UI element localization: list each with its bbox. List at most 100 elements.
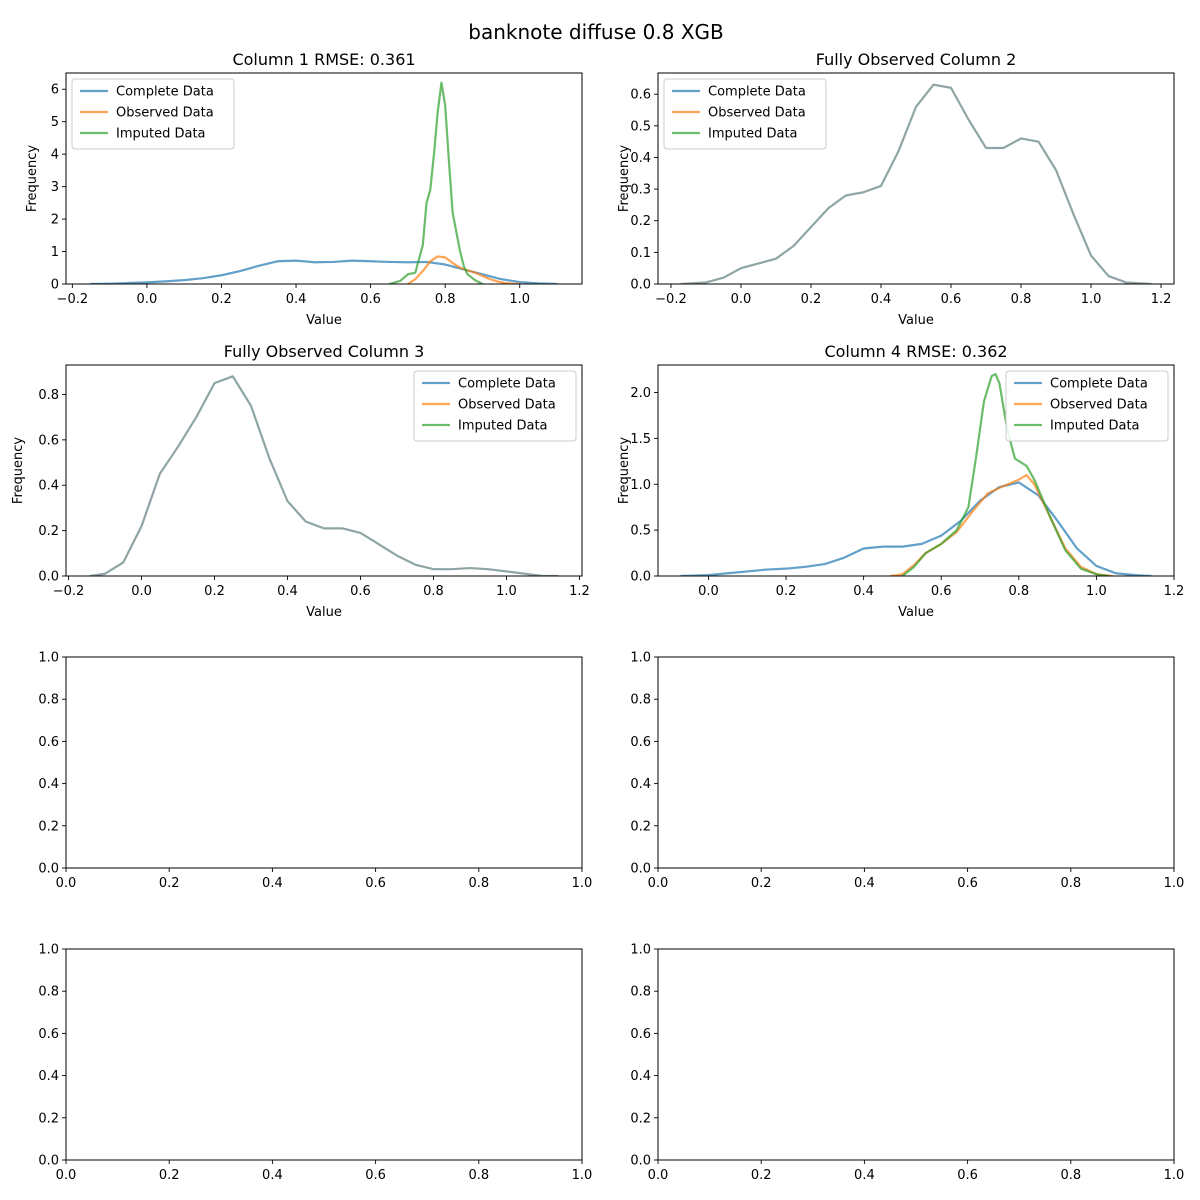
x-tick-label: 0.2 <box>751 876 772 891</box>
y-tick-label: 3 <box>51 180 59 195</box>
y-tick-label: 0.2 <box>38 524 59 539</box>
legend-entry: Complete Data <box>1050 377 1148 392</box>
x-tick-label: 0.8 <box>1060 1168 1081 1183</box>
x-tick-label: 0.6 <box>350 584 371 599</box>
y-tick-label: 0.4 <box>630 151 651 166</box>
y-tick-label: 0.8 <box>38 985 59 1000</box>
y-tick-label: 2 <box>51 213 59 228</box>
legend-box <box>1005 370 1169 442</box>
legend-box <box>663 78 827 150</box>
y-tick-label: 0 <box>51 278 59 293</box>
legend-entry: Complete Data <box>116 85 214 100</box>
x-tick-label: 1.0 <box>1164 1168 1185 1183</box>
x-axis-label: Value <box>306 313 342 328</box>
x-tick-label: 0.6 <box>365 1168 386 1183</box>
series-line-2 <box>406 255 521 284</box>
y-tick-label: 0.6 <box>630 1027 651 1042</box>
x-tick-label: 0.6 <box>931 584 952 599</box>
subplot-1: −0.2 0.0 0.2 0.4 0.6 0.8 1.0 0 1 2 3 4 5 6 Column 1 RM… <box>25 50 583 328</box>
x-tick-label: 0.2 <box>159 1168 180 1183</box>
x-tick-label: 1.0 <box>509 292 530 307</box>
x-tick-label: 1.2 <box>1164 584 1185 599</box>
subplot-4: 0.0 0.2 0.4 0.6 0.8 1.0 1.2 0.0 0.5 1.0 1.5 2.0 Colu… <box>617 342 1184 620</box>
x-tick-label: 1.0 <box>1164 876 1185 891</box>
y-tick-label: 0.0 <box>630 570 651 585</box>
x-tick-label: 0.6 <box>957 1168 978 1183</box>
y-tick-label: 0.0 <box>38 570 59 585</box>
series-line-2 <box>889 473 1114 576</box>
legend-entry: Observed Data <box>116 106 214 121</box>
x-tick-label: 0.0 <box>56 1168 77 1183</box>
subplot-title: Fully Observed Column 2 <box>816 50 1017 69</box>
y-tick-label: 1.5 <box>630 432 651 447</box>
x-tick-label: 0.8 <box>435 292 456 307</box>
x-tick-label: 1.0 <box>572 1168 593 1183</box>
y-tick-label: 0.6 <box>630 88 651 103</box>
legend: Complete Data Observed Data Imputed Data <box>71 78 235 150</box>
subplot-5: 0.0 0.2 0.4 0.6 0.8 1.0 0.0 0.2 0.4 0.6 0.8 1.0 <box>38 651 592 892</box>
y-tick-label: 0.8 <box>630 693 651 708</box>
legend-entry: Imputed Data <box>458 419 548 434</box>
x-tick-label: 0.4 <box>262 1168 283 1183</box>
legend-entry: Complete Data <box>458 377 556 392</box>
y-tick-label: 0.0 <box>38 862 59 877</box>
y-axis-label: Frequency <box>11 437 26 504</box>
y-tick-label: 2.0 <box>630 386 651 401</box>
y-tick-label: 0.0 <box>630 1154 651 1169</box>
x-tick-label: 0.2 <box>211 292 232 307</box>
y-tick-label: 0.4 <box>630 777 651 792</box>
legend-entry: Complete Data <box>708 85 806 100</box>
axes-frame <box>657 948 1175 1161</box>
x-tick-label: 0.4 <box>286 292 307 307</box>
legend: Complete Data Observed Data Imputed Data <box>663 78 827 150</box>
x-axis-label: Value <box>898 605 934 620</box>
x-tick-label: −0.2 <box>53 584 85 599</box>
x-tick-label: 0.2 <box>751 1168 772 1183</box>
y-tick-label: 0.8 <box>38 388 59 403</box>
x-tick-label: 0.0 <box>731 292 752 307</box>
x-tick-label: 0.2 <box>801 292 822 307</box>
y-tick-label: 0.2 <box>38 1111 59 1126</box>
y-tick-label: 1.0 <box>630 478 651 493</box>
legend-box <box>71 78 235 150</box>
y-tick-label: 0.4 <box>630 1069 651 1084</box>
x-axis-label: Value <box>898 313 934 328</box>
x-tick-label: 0.8 <box>423 584 444 599</box>
x-tick-label: 0.6 <box>957 876 978 891</box>
y-tick-label: 1 <box>51 245 59 260</box>
x-tick-label: 1.0 <box>1086 584 1107 599</box>
subplot-6: 0.0 0.2 0.4 0.6 0.8 1.0 0.0 0.2 0.4 0.6 0.8 1.0 <box>630 651 1184 892</box>
x-tick-label: 0.0 <box>648 1168 669 1183</box>
legend-box <box>413 370 577 442</box>
y-tick-label: 0.8 <box>38 693 59 708</box>
x-tick-label: 0.0 <box>137 292 158 307</box>
y-tick-label: 0.1 <box>630 246 651 261</box>
x-tick-label: −0.2 <box>57 292 89 307</box>
subplot-title: Fully Observed Column 3 <box>224 342 425 361</box>
figure-title: banknote diffuse 0.8 XGB <box>468 20 724 44</box>
subplot-7: 0.0 0.2 0.4 0.6 0.8 1.0 0.0 0.2 0.4 0.6 0.8 1.0 <box>38 943 592 1184</box>
subplot-title: Column 1 RMSE: 0.361 <box>232 50 415 69</box>
x-tick-label: 0.2 <box>204 584 225 599</box>
subplot-3: −0.2 0.0 0.2 0.4 0.6 0.8 1.0 1.20.00.20.40.60.8… <box>11 342 590 620</box>
x-tick-label: 1.0 <box>1081 292 1102 307</box>
y-axis-label: Frequency <box>25 145 40 212</box>
x-tick-label: 0.4 <box>277 584 298 599</box>
x-tick-label: −0.2 <box>655 292 687 307</box>
y-tick-label: 0.2 <box>38 819 59 834</box>
legend-entry: Imputed Data <box>708 127 798 142</box>
legend: Complete Data Observed Data Imputed Data <box>413 370 577 442</box>
x-tick-label: 0.4 <box>854 876 875 891</box>
y-tick-label: 0.2 <box>630 1111 651 1126</box>
x-tick-label: 0.4 <box>262 876 283 891</box>
x-tick-label: 0.2 <box>159 876 180 891</box>
axes-frame <box>65 656 583 869</box>
y-axis-label: Frequency <box>617 437 632 504</box>
series-line-3 <box>388 81 484 284</box>
y-tick-label: 0.6 <box>38 1027 59 1042</box>
x-tick-label: 0.6 <box>365 876 386 891</box>
subplot-2: −0.2 0.0 0.2 0.4 0.6 0.8 1.0 1.2 0.0 0.1 0.2 0.3 0.4… <box>617 50 1175 328</box>
x-tick-label: 0.0 <box>131 584 152 599</box>
y-tick-label: 0.3 <box>630 183 651 198</box>
